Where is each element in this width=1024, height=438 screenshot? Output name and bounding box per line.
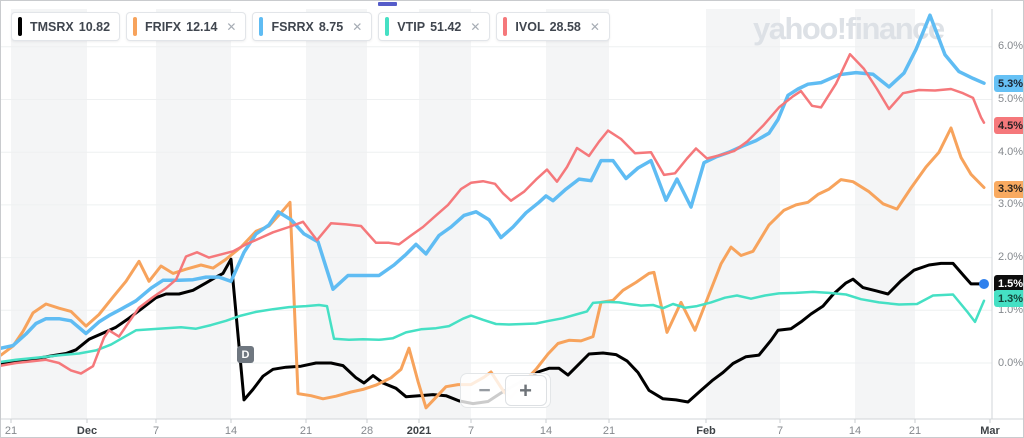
ticker-chip-VTIP[interactable]: VTIP 51.42 ✕ xyxy=(378,12,491,41)
y-axis-label: 6.0% xyxy=(998,40,1024,53)
top-accent-bar xyxy=(378,2,397,6)
ticker-chip-FSRRX[interactable]: FSRRX 8.75 ✕ xyxy=(252,12,373,41)
ticker-chip-FRIFX[interactable]: FRIFX 12.14 ✕ xyxy=(126,12,247,41)
zoom-control: − + xyxy=(460,373,551,408)
x-axis-tick-label: 21 xyxy=(602,425,616,437)
close-icon[interactable]: ✕ xyxy=(226,19,237,34)
end-badge-FRIFX: 3.3% xyxy=(994,180,1023,198)
series-line-VTIP xyxy=(1,290,986,364)
latest-point-dot xyxy=(979,278,989,289)
chip-accent-bar xyxy=(385,17,390,36)
chip-ticker-symbol: FRIFX xyxy=(145,19,182,34)
week-band xyxy=(706,9,780,419)
chip-ticker-value: 28.58 xyxy=(549,19,581,34)
x-axis-tick-label: 7 xyxy=(467,425,475,437)
week-band xyxy=(546,9,609,419)
y-axis-label: 5.0% xyxy=(998,93,1024,105)
end-badge-FSRRX: 5.3% xyxy=(994,75,1023,93)
week-band xyxy=(156,9,231,419)
dividend-marker[interactable]: D xyxy=(237,346,254,363)
chip-accent-bar xyxy=(18,17,22,36)
zoom-in-button[interactable]: + xyxy=(504,375,547,406)
week-band xyxy=(306,9,367,419)
chip-ticker-value: 10.82 xyxy=(78,19,111,34)
x-axis-tick-label: 21 xyxy=(4,425,18,437)
chip-ticker-symbol: VTIP xyxy=(397,19,426,34)
chip-accent-bar xyxy=(503,17,508,36)
x-axis-tick-label: 7 xyxy=(776,425,784,437)
chip-ticker-value: 12.14 xyxy=(186,19,218,34)
close-icon[interactable]: ✕ xyxy=(352,19,363,34)
chip-ticker-symbol: FSRRX xyxy=(271,19,314,34)
ticker-chip-TMSRX[interactable]: TMSRX 10.82 xyxy=(11,12,121,41)
x-axis-tick-label: 14 xyxy=(224,425,238,437)
close-icon[interactable]: ✕ xyxy=(470,19,481,34)
x-axis-tick-label: Mar xyxy=(980,425,1000,437)
x-axis-tick-label: 28 xyxy=(360,425,374,437)
chip-ticker-value: 51.42 xyxy=(430,19,462,34)
week-band xyxy=(419,9,471,419)
x-axis-tick-label: 7 xyxy=(152,425,160,437)
x-axis-tick-label: Dec xyxy=(76,425,98,437)
end-badge-VTIP: 1.3% xyxy=(994,290,1023,308)
chip-accent-bar xyxy=(259,17,264,36)
x-axis-tick-label: Feb xyxy=(696,425,716,437)
chip-accent-bar xyxy=(133,17,138,36)
x-axis-tick-label: 14 xyxy=(848,425,862,437)
series-line-IVOL xyxy=(1,52,986,375)
x-axis-tick-label: 2021 xyxy=(406,425,432,437)
zoom-out-button[interactable]: − xyxy=(478,378,491,402)
chip-ticker-symbol: IVOL xyxy=(515,19,545,34)
x-axis-tick-label: 21 xyxy=(908,425,922,437)
y-axis-label: 2.0% xyxy=(998,251,1024,264)
x-axis-tick-label: 21 xyxy=(299,425,313,437)
ticker-chip-row: TMSRX 10.82 FRIFX 12.14 ✕ FSRRX 8.75 ✕ VTIP 51.42… xyxy=(11,12,610,41)
series-line-FSRRX xyxy=(1,13,986,350)
series-line-FRIFX xyxy=(1,126,986,410)
chip-ticker-symbol: TMSRX xyxy=(30,19,74,34)
week-band xyxy=(855,9,915,419)
ticker-chip-IVOL[interactable]: IVOL 28.58 ✕ xyxy=(496,12,610,41)
y-axis-label: 4.0% xyxy=(998,145,1024,158)
yahoo-finance-watermark: yahoo!finance xyxy=(753,11,945,46)
end-badge-TMSRX: 1.5% xyxy=(994,275,1023,293)
chip-ticker-value: 8.75 xyxy=(318,19,344,34)
x-axis-tick-label: 14 xyxy=(539,425,553,437)
close-icon[interactable]: ✕ xyxy=(589,19,600,34)
y-axis-label: 3.0% xyxy=(998,198,1024,211)
end-badge-IVOL: 4.5% xyxy=(994,117,1023,135)
y-axis-label: 0.0% xyxy=(998,356,1024,369)
